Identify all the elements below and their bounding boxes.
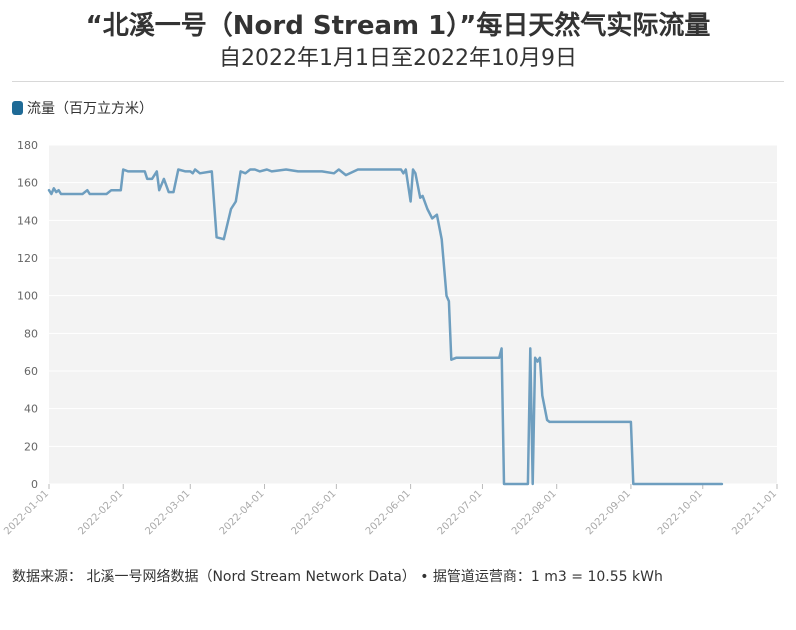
header-divider (12, 81, 784, 82)
x-tick-label: 2022-02-01 (76, 488, 125, 537)
y-axis: 0 20 40 60 80 100 120 140 160 180 (17, 139, 38, 491)
x-tick-label: 2022-06-01 (364, 488, 413, 537)
y-tick-label: 80 (24, 327, 38, 340)
y-tick-label: 100 (17, 290, 38, 303)
y-tick-label: 0 (31, 478, 38, 491)
legend-swatch (12, 101, 23, 115)
series-layer (47, 168, 724, 486)
chart-title: “北溪一号（Nord Stream 1）”每日天然气实际流量 (85, 11, 711, 41)
y-tick-label: 60 (24, 365, 38, 378)
x-tick-label: 2022-10-01 (656, 488, 705, 537)
y-tick-label: 20 (24, 440, 38, 453)
legend-label: 流量（百万立方米） (27, 101, 153, 117)
x-axis: 2022-01-01 2022-02-01 2022-03-01 2022-04-01… (2, 484, 779, 537)
y-tick-label: 140 (17, 214, 38, 227)
x-tick-label: 2022-04-01 (218, 488, 267, 537)
y-tick-label: 40 (24, 403, 38, 416)
y-tick-label: 160 (17, 177, 38, 190)
x-tick-label: 2022-11-01 (730, 488, 779, 537)
x-tick-label: 2022-07-01 (436, 488, 485, 537)
y-tick-label: 180 (17, 139, 38, 152)
legend[interactable]: 流量（百万立方米） (12, 98, 153, 118)
chart-subtitle: 自2022年1月1日至2022年10月9日 (219, 46, 577, 71)
x-tick-label: 2022-01-01 (2, 488, 51, 537)
x-tick-label: 2022-08-01 (510, 488, 559, 537)
plot-area (49, 145, 777, 484)
x-tick-label: 2022-09-01 (584, 488, 633, 537)
series-line (47, 168, 724, 486)
y-tick-label: 120 (17, 252, 38, 265)
source-note: 数据来源： 北溪一号网络数据（Nord Stream Network Data）… (12, 569, 663, 585)
x-tick-label: 2022-05-01 (290, 488, 339, 537)
x-tick-label: 2022-03-01 (144, 488, 193, 537)
